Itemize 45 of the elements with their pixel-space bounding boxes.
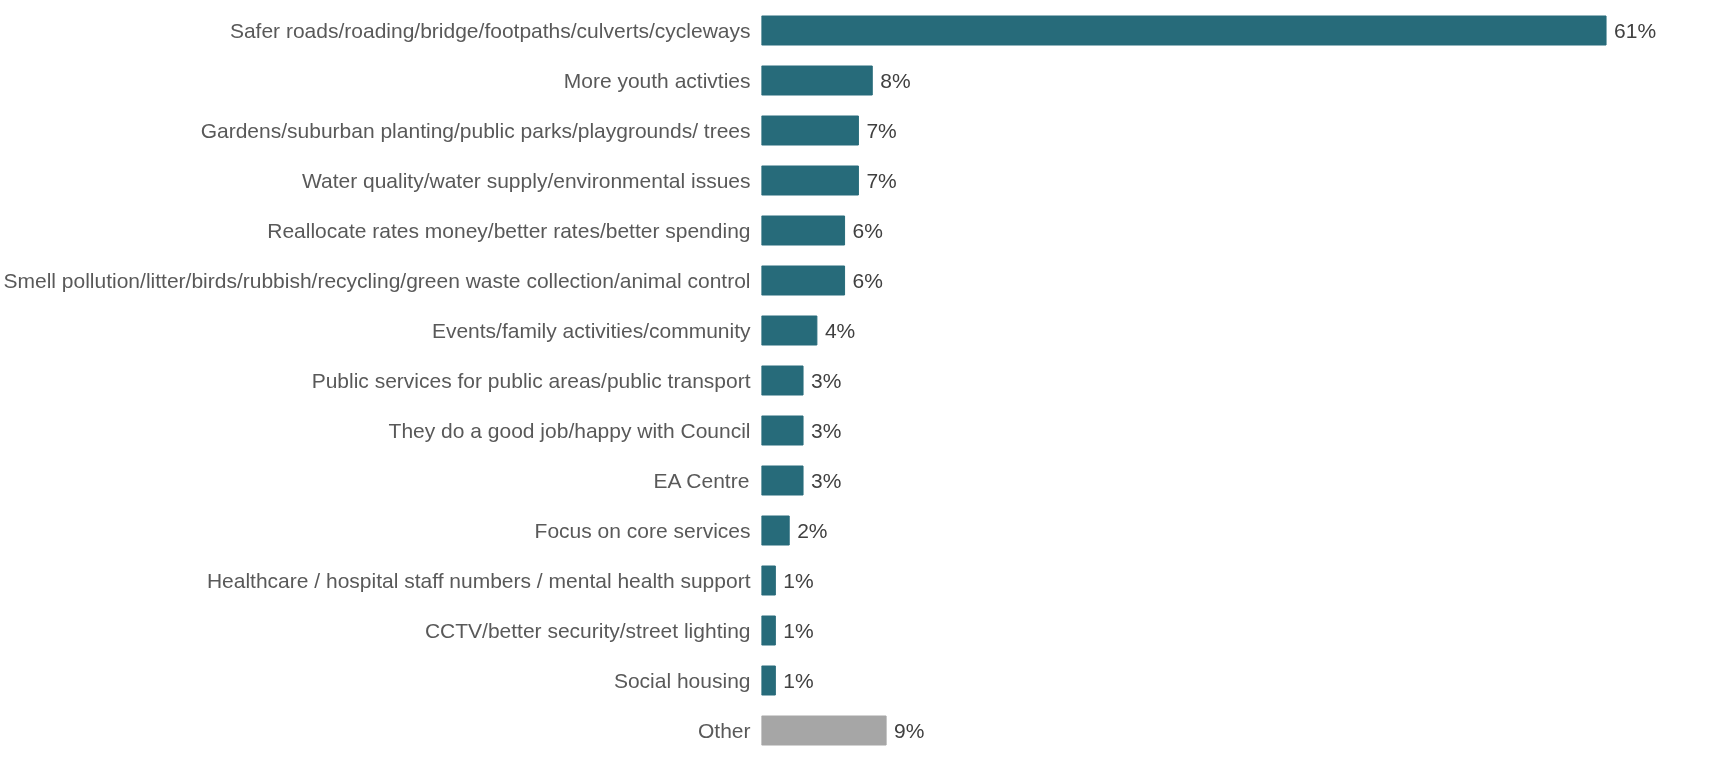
y-tick-label: Gardens/suburban planting/public parks/playgrounds/ trees	[200, 119, 751, 142]
data-label: 8%	[880, 69, 911, 92]
y-tick-label: Water quality/water supply/environmental issues	[301, 169, 751, 192]
y-tick-label: They do a good job/happy with Council	[388, 419, 751, 442]
y-tick-label: Focus on core services	[534, 519, 751, 542]
bar	[761, 65, 873, 96]
y-tick-label: Reallocate rates money/better rates/better spending	[267, 219, 751, 242]
y-tick-label: More youth activties	[563, 69, 751, 92]
bar	[761, 465, 804, 496]
data-label: 2%	[797, 519, 828, 542]
data-label: 1%	[783, 669, 814, 692]
data-label: 6%	[852, 269, 883, 292]
bar	[761, 265, 846, 296]
data-label: 9%	[894, 719, 925, 742]
bar	[761, 315, 818, 346]
y-tick-label: Events/family activities/community	[431, 319, 751, 342]
bar	[761, 565, 776, 596]
bar	[761, 615, 776, 646]
data-label: 3%	[811, 419, 842, 442]
data-label: 4%	[824, 319, 856, 342]
y-tick-label: Smell pollution/litter/birds/rubbish/recycling/green waste collection/animal control	[3, 269, 751, 292]
data-label: 6%	[852, 219, 883, 242]
y-tick-label: Other	[697, 719, 751, 742]
bar	[761, 115, 859, 146]
bar	[761, 415, 804, 446]
y-tick-label: Healthcare / hospital staff numbers / mental health support	[206, 569, 751, 592]
bar	[761, 365, 804, 396]
bar	[761, 215, 846, 246]
y-tick-label: CCTV/better security/street lighting	[424, 619, 751, 642]
bar	[761, 15, 1607, 46]
y-tick-label: EA Centre	[653, 469, 750, 492]
data-label: 3%	[811, 369, 842, 392]
data-label: 7%	[866, 119, 897, 142]
bar	[761, 515, 790, 546]
data-label: 1%	[783, 619, 814, 642]
data-label: 3%	[811, 469, 842, 492]
bar	[761, 715, 887, 746]
y-tick-label: Social housing	[613, 669, 751, 692]
y-tick-label: Public services for public areas/public transport	[311, 369, 751, 392]
y-tick-label: Safer roads/roading/bridge/footpaths/culverts/cycleways	[229, 19, 751, 42]
bar	[761, 665, 776, 696]
bar	[761, 165, 859, 196]
data-label: 7%	[866, 169, 897, 192]
data-label: 1%	[783, 569, 814, 592]
data-label: 61%	[1614, 19, 1657, 42]
